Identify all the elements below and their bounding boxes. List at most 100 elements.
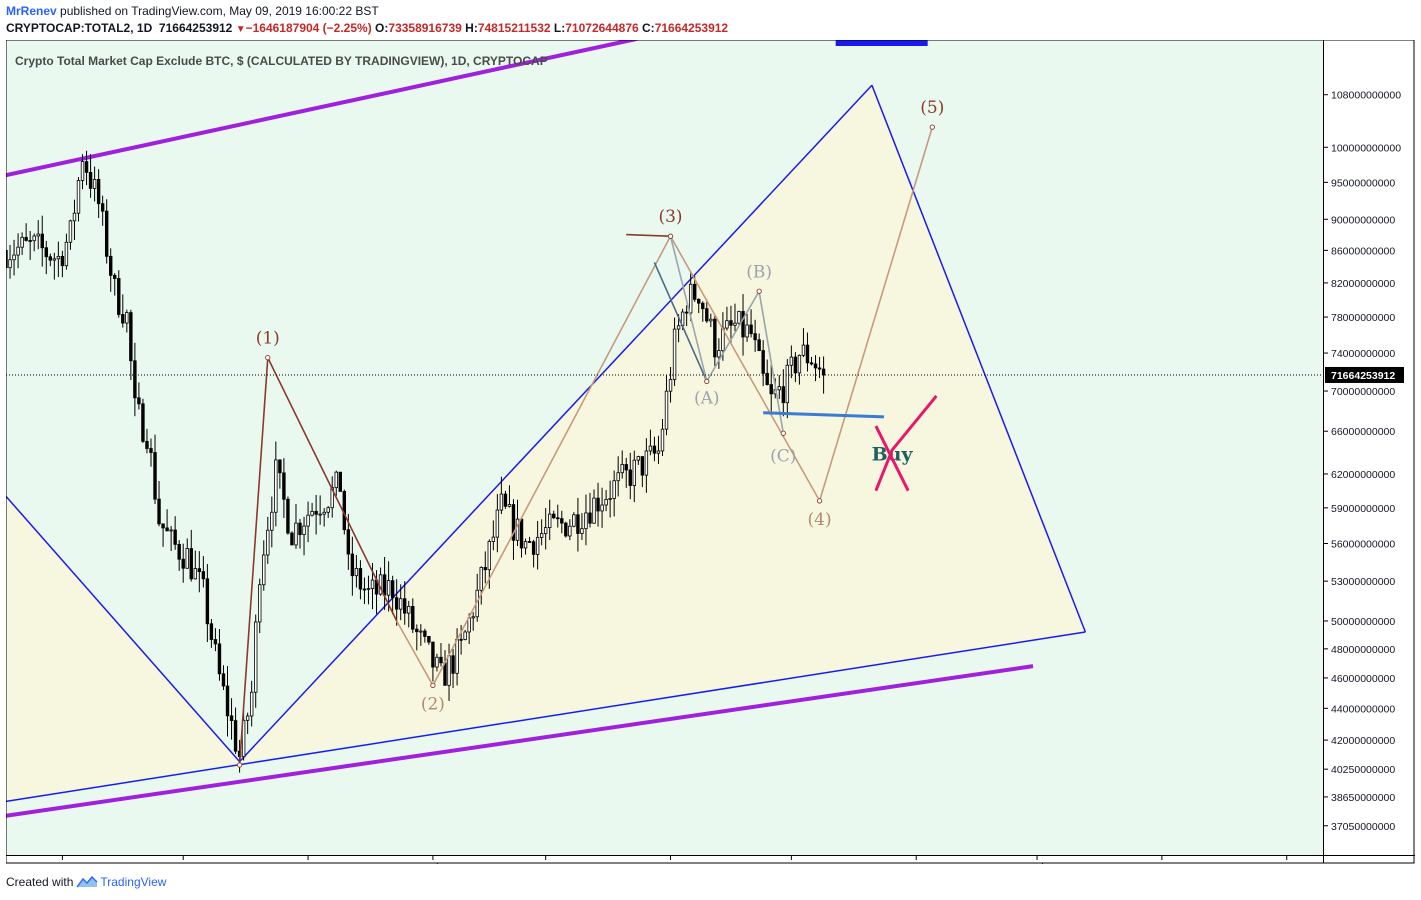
candle-body [741,311,745,338]
candle-body [386,580,391,596]
candle-body [153,452,157,500]
last-price-badge-label: 71664253912 [1331,370,1395,382]
candle-body [592,497,596,524]
candle-body [568,525,572,537]
open-value: 73358916739 [388,21,462,35]
candle-body [366,588,371,590]
candle-body [640,456,645,476]
candle-body [294,522,298,546]
price-tick-label: 74000000000 [1331,348,1395,360]
candle-body [40,233,44,249]
candle-body [684,311,689,314]
candle-body [133,360,137,399]
candle-body [781,386,786,404]
lower-purple-channel-line [6,664,1034,818]
candle-body [88,172,93,189]
price-tick-label: 70000000000 [1331,386,1395,398]
candle-body [419,630,423,633]
candle-body [149,448,153,453]
wave-pivot-point [704,378,710,384]
wave-pivot-point [780,430,786,436]
wave-pivot-point [265,355,271,361]
candle-body [523,541,528,549]
publish-info: MrRenev published on TradingView.com, Ma… [6,4,379,18]
candle-body [318,513,322,516]
candle-body [12,254,16,261]
falling-blue-trendline [871,84,1087,633]
price-tick-label: 66000000000 [1331,426,1395,438]
candle-body [443,662,447,686]
candle-body [314,510,318,515]
price-tick-label: 100000000000 [1331,142,1401,154]
candle-body [491,536,496,542]
candle-body [644,450,649,476]
wave-label-b: (B) [746,262,772,282]
chart-canvas[interactable]: (1) (2) (3) (4) (5) (A) (B) (C) Buy Crypto Total … [6,40,1415,864]
candle-body [326,507,330,513]
candle-body [463,631,467,640]
candle-body [693,283,697,300]
created-with-text: Created with [6,875,74,889]
tradingview-brand[interactable]: TradingView [100,875,167,889]
close-label: C: [642,21,655,35]
candle-body [519,518,524,549]
candle-body [495,509,500,538]
price-tick-label: 90000000000 [1331,214,1395,226]
candle-body [173,529,177,545]
wave-label-2: (2) [421,694,445,714]
candle-body [68,220,73,243]
candle-body [527,541,532,543]
candle-body [789,356,794,366]
candle-body [48,256,53,261]
candle-body [455,638,459,674]
candle-body [145,440,149,449]
close-value: 71664253912 [654,21,729,35]
wave-pivot-point [816,498,823,504]
candle-body [390,580,395,599]
candle-body [431,641,435,668]
candle-body [286,498,290,534]
symbol-legend: CRYPTOCAP:TOTAL2, 1D 71664253912 ▼−16461… [6,21,728,35]
down-arrow-icon: ▼ [235,24,246,35]
wave-pivot-point [667,233,674,239]
candle-body [64,241,69,267]
symbol-name[interactable]: CRYPTOCAP:TOTAL2, 1D [6,21,153,35]
candle-body [157,498,161,525]
candle-body [576,514,580,534]
chart-area[interactable]: (1) (2) (3) (4) (5) (A) (B) (C) Buy Crypto Total … [6,40,1415,864]
price-tick-label: 37050000000 [1331,821,1395,833]
candle-body [278,459,282,474]
candle-body [407,605,411,614]
candle-body [584,512,588,530]
candle-body [165,527,169,532]
candle-body [262,554,266,586]
high-label: H: [465,21,478,35]
footer: Created with TradingView [6,875,166,890]
candle-body [797,354,802,374]
rising-blue-trendline [239,84,873,763]
wave-label-3: (3) [658,207,682,227]
candle-body [451,655,455,674]
candle-body [338,471,342,492]
low-value: 71072644876 [565,21,639,35]
candle-body [298,522,302,536]
price-tick-label: 59000000000 [1331,503,1395,515]
candle-body [100,203,105,212]
time-tick-label: Aug [1153,862,1172,864]
candle-body [483,567,487,571]
price-tick-label: 38650000000 [1331,792,1395,804]
candle-body [249,691,254,717]
candle-body [60,255,65,267]
candle-body [600,504,604,512]
candle-body [713,318,717,358]
candle-body [588,512,592,524]
candle-body [189,548,193,580]
wave-label-a: (A) [694,388,720,408]
candle-body [96,179,101,205]
candle-body [104,210,109,257]
candle-body [113,274,117,279]
published-text: published on TradingView.com, May 09, 20… [60,4,379,18]
candle-body [350,553,355,577]
lower-blue-trendline [6,631,1086,803]
author-name[interactable]: MrRenev [6,4,57,18]
